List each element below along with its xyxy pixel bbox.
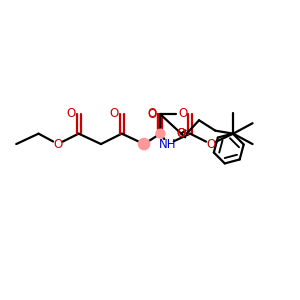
- Text: O: O: [53, 138, 62, 151]
- Text: O: O: [110, 107, 119, 120]
- Text: O: O: [148, 107, 157, 120]
- Text: O: O: [177, 127, 186, 140]
- Text: O: O: [206, 138, 216, 151]
- Text: O: O: [177, 127, 186, 140]
- Circle shape: [156, 129, 165, 138]
- Text: NH: NH: [159, 138, 177, 151]
- Circle shape: [138, 138, 150, 150]
- Text: O: O: [148, 108, 157, 121]
- Text: O: O: [67, 107, 76, 120]
- Text: O: O: [178, 107, 187, 120]
